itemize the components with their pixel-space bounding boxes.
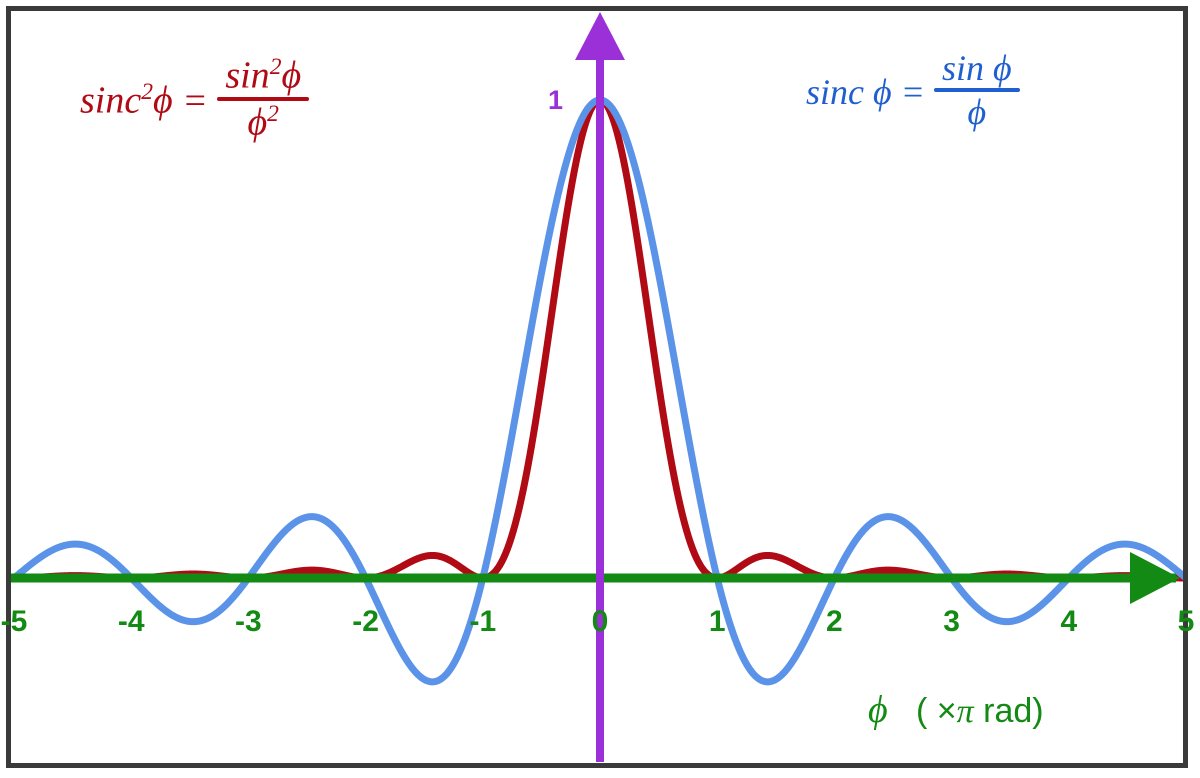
sinc-squared-denominator: ϕ2	[247, 100, 279, 144]
x-tick-label-neg3: -3	[235, 605, 262, 638]
x-tick-label-1: 1	[708, 605, 726, 638]
x-axis-arrowhead	[1130, 552, 1180, 604]
caption-unit: rad	[983, 692, 1033, 730]
fraction-bar-blue	[933, 88, 1020, 92]
caption-paren-close: )	[1032, 692, 1044, 730]
caption-variable: ϕ	[868, 689, 888, 731]
x-tick-label-neg5: -5	[0, 605, 28, 638]
sinc-numerator: sin ϕ	[941, 48, 1012, 88]
x-tick-label-neg1: -1	[469, 605, 497, 638]
equals-sign-blue: =	[900, 72, 925, 112]
x-tick-label-2: 2	[826, 605, 843, 638]
annotation-sinc-formula: sinc ϕ = sin ϕ ϕ	[806, 48, 1020, 132]
caption-pi: π	[956, 693, 974, 730]
caption-times: ×	[936, 692, 957, 730]
sinc-fraction: sin ϕ ϕ	[933, 48, 1020, 132]
sinc-denominator: ϕ	[967, 92, 987, 132]
x-tick-label-5: 5	[1177, 605, 1195, 638]
sinc-squared-fraction: sin2ϕ ϕ2	[217, 54, 310, 144]
y-axis-arrowhead	[575, 12, 625, 60]
sinc-lhs: sinc ϕ	[806, 72, 892, 112]
x-tick-label-3: 3	[943, 605, 960, 638]
x-tick-label-neg2: -2	[352, 605, 379, 638]
y-tick-label-1: 1	[548, 85, 564, 115]
x-tick-label-neg4: -4	[117, 605, 145, 638]
x-tick-label-0: 0	[591, 605, 609, 638]
fraction-bar-red	[217, 96, 310, 101]
sinc-squared-lhs: sinc2ϕ	[80, 79, 173, 122]
x-tick-label-4: 4	[1060, 605, 1078, 638]
caption-paren-open: (	[916, 692, 928, 730]
equals-sign-red: =	[182, 79, 208, 122]
x-axis-caption: ϕ ( ×π rad)	[868, 688, 1044, 732]
sinc-squared-numerator: sin2ϕ	[225, 54, 302, 97]
annotation-sinc-squared-formula: sinc2ϕ = sin2ϕ ϕ2	[80, 54, 310, 144]
